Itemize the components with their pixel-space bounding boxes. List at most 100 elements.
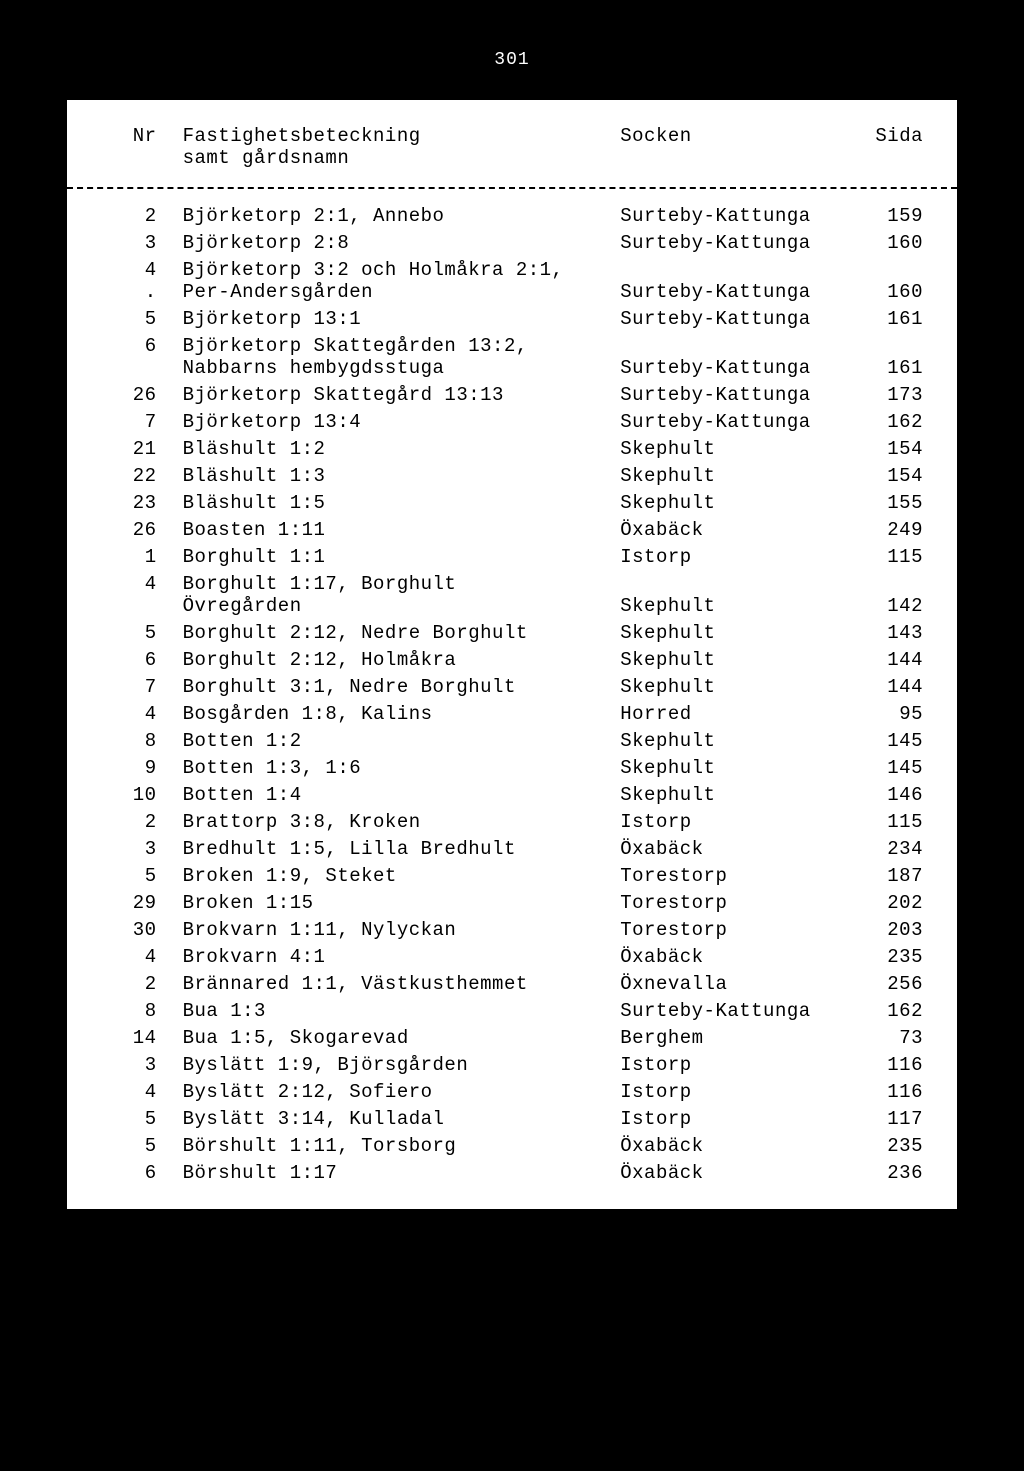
table-row: 7Borghult 3:1, Nedre BorghultSkephult144 [95, 674, 929, 701]
page-number: 301 [65, 50, 959, 98]
cell-nr: 3 [95, 230, 179, 257]
table-row: 26Björketorp Skattegård 13:13Surteby-Kat… [95, 382, 929, 409]
cell-nr: 5 [95, 620, 179, 647]
cell-sida: 234 [857, 836, 929, 863]
cell-fastighet: Bua 1:5, Skogarevad [179, 1025, 617, 1052]
cell-socken: Surteby-Kattunga [616, 998, 856, 1025]
header-fastighet: Fastighetsbeteckning samt gårdsnamn [179, 122, 617, 173]
table-row: 6Borghult 2:12, HolmåkraSkephult144 [95, 647, 929, 674]
cell-nr: 10 [95, 782, 179, 809]
cell-fastighet: Börshult 1:11, Torsborg [179, 1133, 617, 1160]
table-row: 4Bosgården 1:8, KalinsHorred95 [95, 701, 929, 728]
cell-fastighet: Broken 1:9, Steket [179, 863, 617, 890]
cell-socken: Surteby-Kattunga [616, 409, 856, 436]
document-box: Nr Fastighetsbeteckning samt gårdsnamn S… [65, 98, 959, 1211]
cell-sida: 155 [857, 490, 929, 517]
cell-nr: 5 [95, 1133, 179, 1160]
header-socken: Socken [616, 122, 856, 173]
cell-sida: 159 [857, 203, 929, 230]
cell-nr: 1 [95, 544, 179, 571]
cell-fastighet: Bläshult 1:2 [179, 436, 617, 463]
cell-socken: Surteby-Kattunga [616, 203, 856, 230]
cell-fastighet: Borghult 2:12, Nedre Borghult [179, 620, 617, 647]
table-row: 10Botten 1:4Skephult146 [95, 782, 929, 809]
table-row: 2Brännared 1:1, VästkusthemmetÖxnevalla2… [95, 971, 929, 998]
cell-fastighet: Boasten 1:11 [179, 517, 617, 544]
cell-fastighet: Brännared 1:1, Västkusthemmet [179, 971, 617, 998]
cell-socken: Surteby-Kattunga [616, 230, 856, 257]
cell-fastighet: Borghult 3:1, Nedre Borghult [179, 674, 617, 701]
cell-nr: 23 [95, 490, 179, 517]
cell-socken: Skephult [616, 755, 856, 782]
cell-sida: 235 [857, 1133, 929, 1160]
cell-sida: 116 [857, 1079, 929, 1106]
cell-sida: 115 [857, 809, 929, 836]
header-fastighet-line1: Fastighetsbeteckning [183, 125, 421, 147]
cell-sida: 146 [857, 782, 929, 809]
cell-socken: Skephult [616, 647, 856, 674]
cell-socken: Torestorp [616, 890, 856, 917]
cell-sida: 154 [857, 436, 929, 463]
cell-socken: Surteby-Kattunga [616, 257, 856, 306]
table-row: 4Brokvarn 4:1Öxabäck235 [95, 944, 929, 971]
cell-sida: 256 [857, 971, 929, 998]
cell-socken: Öxabäck [616, 836, 856, 863]
cell-fastighet: Bua 1:3 [179, 998, 617, 1025]
cell-nr: 3 [95, 836, 179, 863]
table-row: 3Byslätt 1:9, BjörsgårdenIstorp116 [95, 1052, 929, 1079]
cell-nr: 9 [95, 755, 179, 782]
cell-nr: 26 [95, 382, 179, 409]
table-row: 7Björketorp 13:4Surteby-Kattunga162 [95, 409, 929, 436]
cell-fastighet: Börshult 1:17 [179, 1160, 617, 1187]
cell-sida: 162 [857, 998, 929, 1025]
cell-fastighet: Bredhult 1:5, Lilla Bredhult [179, 836, 617, 863]
cell-fastighet: Brokvarn 1:11, Nylyckan [179, 917, 617, 944]
cell-sida: 249 [857, 517, 929, 544]
cell-socken: Skephult [616, 674, 856, 701]
cell-sida: 161 [857, 333, 929, 382]
cell-nr: 2 [95, 203, 179, 230]
header-fastighet-line2: samt gårdsnamn [183, 147, 350, 169]
cell-fastighet: Borghult 1:1 [179, 544, 617, 571]
header-row: Nr Fastighetsbeteckning samt gårdsnamn S… [95, 122, 929, 173]
cell-socken: Horred [616, 701, 856, 728]
cell-sida: 236 [857, 1160, 929, 1187]
cell-nr: 26 [95, 517, 179, 544]
cell-nr: 5 [95, 306, 179, 333]
cell-fastighet: Bläshult 1:5 [179, 490, 617, 517]
cell-fastighet: Borghult 2:12, Holmåkra [179, 647, 617, 674]
table-row: 6Börshult 1:17Öxabäck236 [95, 1160, 929, 1187]
cell-nr: 22 [95, 463, 179, 490]
table-row: 6Björketorp Skattegården 13:2,Nabbarns h… [95, 333, 929, 382]
cell-fastighet: Björketorp 2:1, Annebo [179, 203, 617, 230]
cell-sida: 144 [857, 647, 929, 674]
page-wrapper: 301 Nr Fastighetsbeteckning samt gårdsna… [0, 0, 1024, 1261]
cell-nr: 29 [95, 890, 179, 917]
table-row: 21Bläshult 1:2Skephult154 [95, 436, 929, 463]
cell-socken: Öxabäck [616, 944, 856, 971]
cell-nr: 4 [95, 701, 179, 728]
table-row: 2Björketorp 2:1, AnneboSurteby-Kattunga1… [95, 203, 929, 230]
cell-sida: 154 [857, 463, 929, 490]
cell-fastighet: Björketorp 13:1 [179, 306, 617, 333]
cell-sida: 143 [857, 620, 929, 647]
cell-fastighet: Björketorp 13:4 [179, 409, 617, 436]
cell-socken: Torestorp [616, 917, 856, 944]
cell-nr: 2 [95, 809, 179, 836]
table-row: 5Broken 1:9, SteketTorestorp187 [95, 863, 929, 890]
table-row: 14Bua 1:5, SkogarevadBerghem73 [95, 1025, 929, 1052]
cell-fastighet: Byslätt 3:14, Kulladal [179, 1106, 617, 1133]
cell-nr: 30 [95, 917, 179, 944]
cell-nr: 5 [95, 1106, 179, 1133]
cell-sida: 145 [857, 755, 929, 782]
cell-fastighet: Botten 1:2 [179, 728, 617, 755]
cell-fastighet: Brattorp 3:8, Kroken [179, 809, 617, 836]
cell-nr: 4 [95, 1079, 179, 1106]
cell-fastighet: Borghult 1:17, BorghultÖvregården [179, 571, 617, 620]
cell-sida: 116 [857, 1052, 929, 1079]
cell-sida: 160 [857, 230, 929, 257]
header-nr: Nr [95, 122, 179, 173]
table-row: 30Brokvarn 1:11, NylyckanTorestorp203 [95, 917, 929, 944]
cell-nr: 8 [95, 998, 179, 1025]
table-row: 2Brattorp 3:8, KrokenIstorp115 [95, 809, 929, 836]
